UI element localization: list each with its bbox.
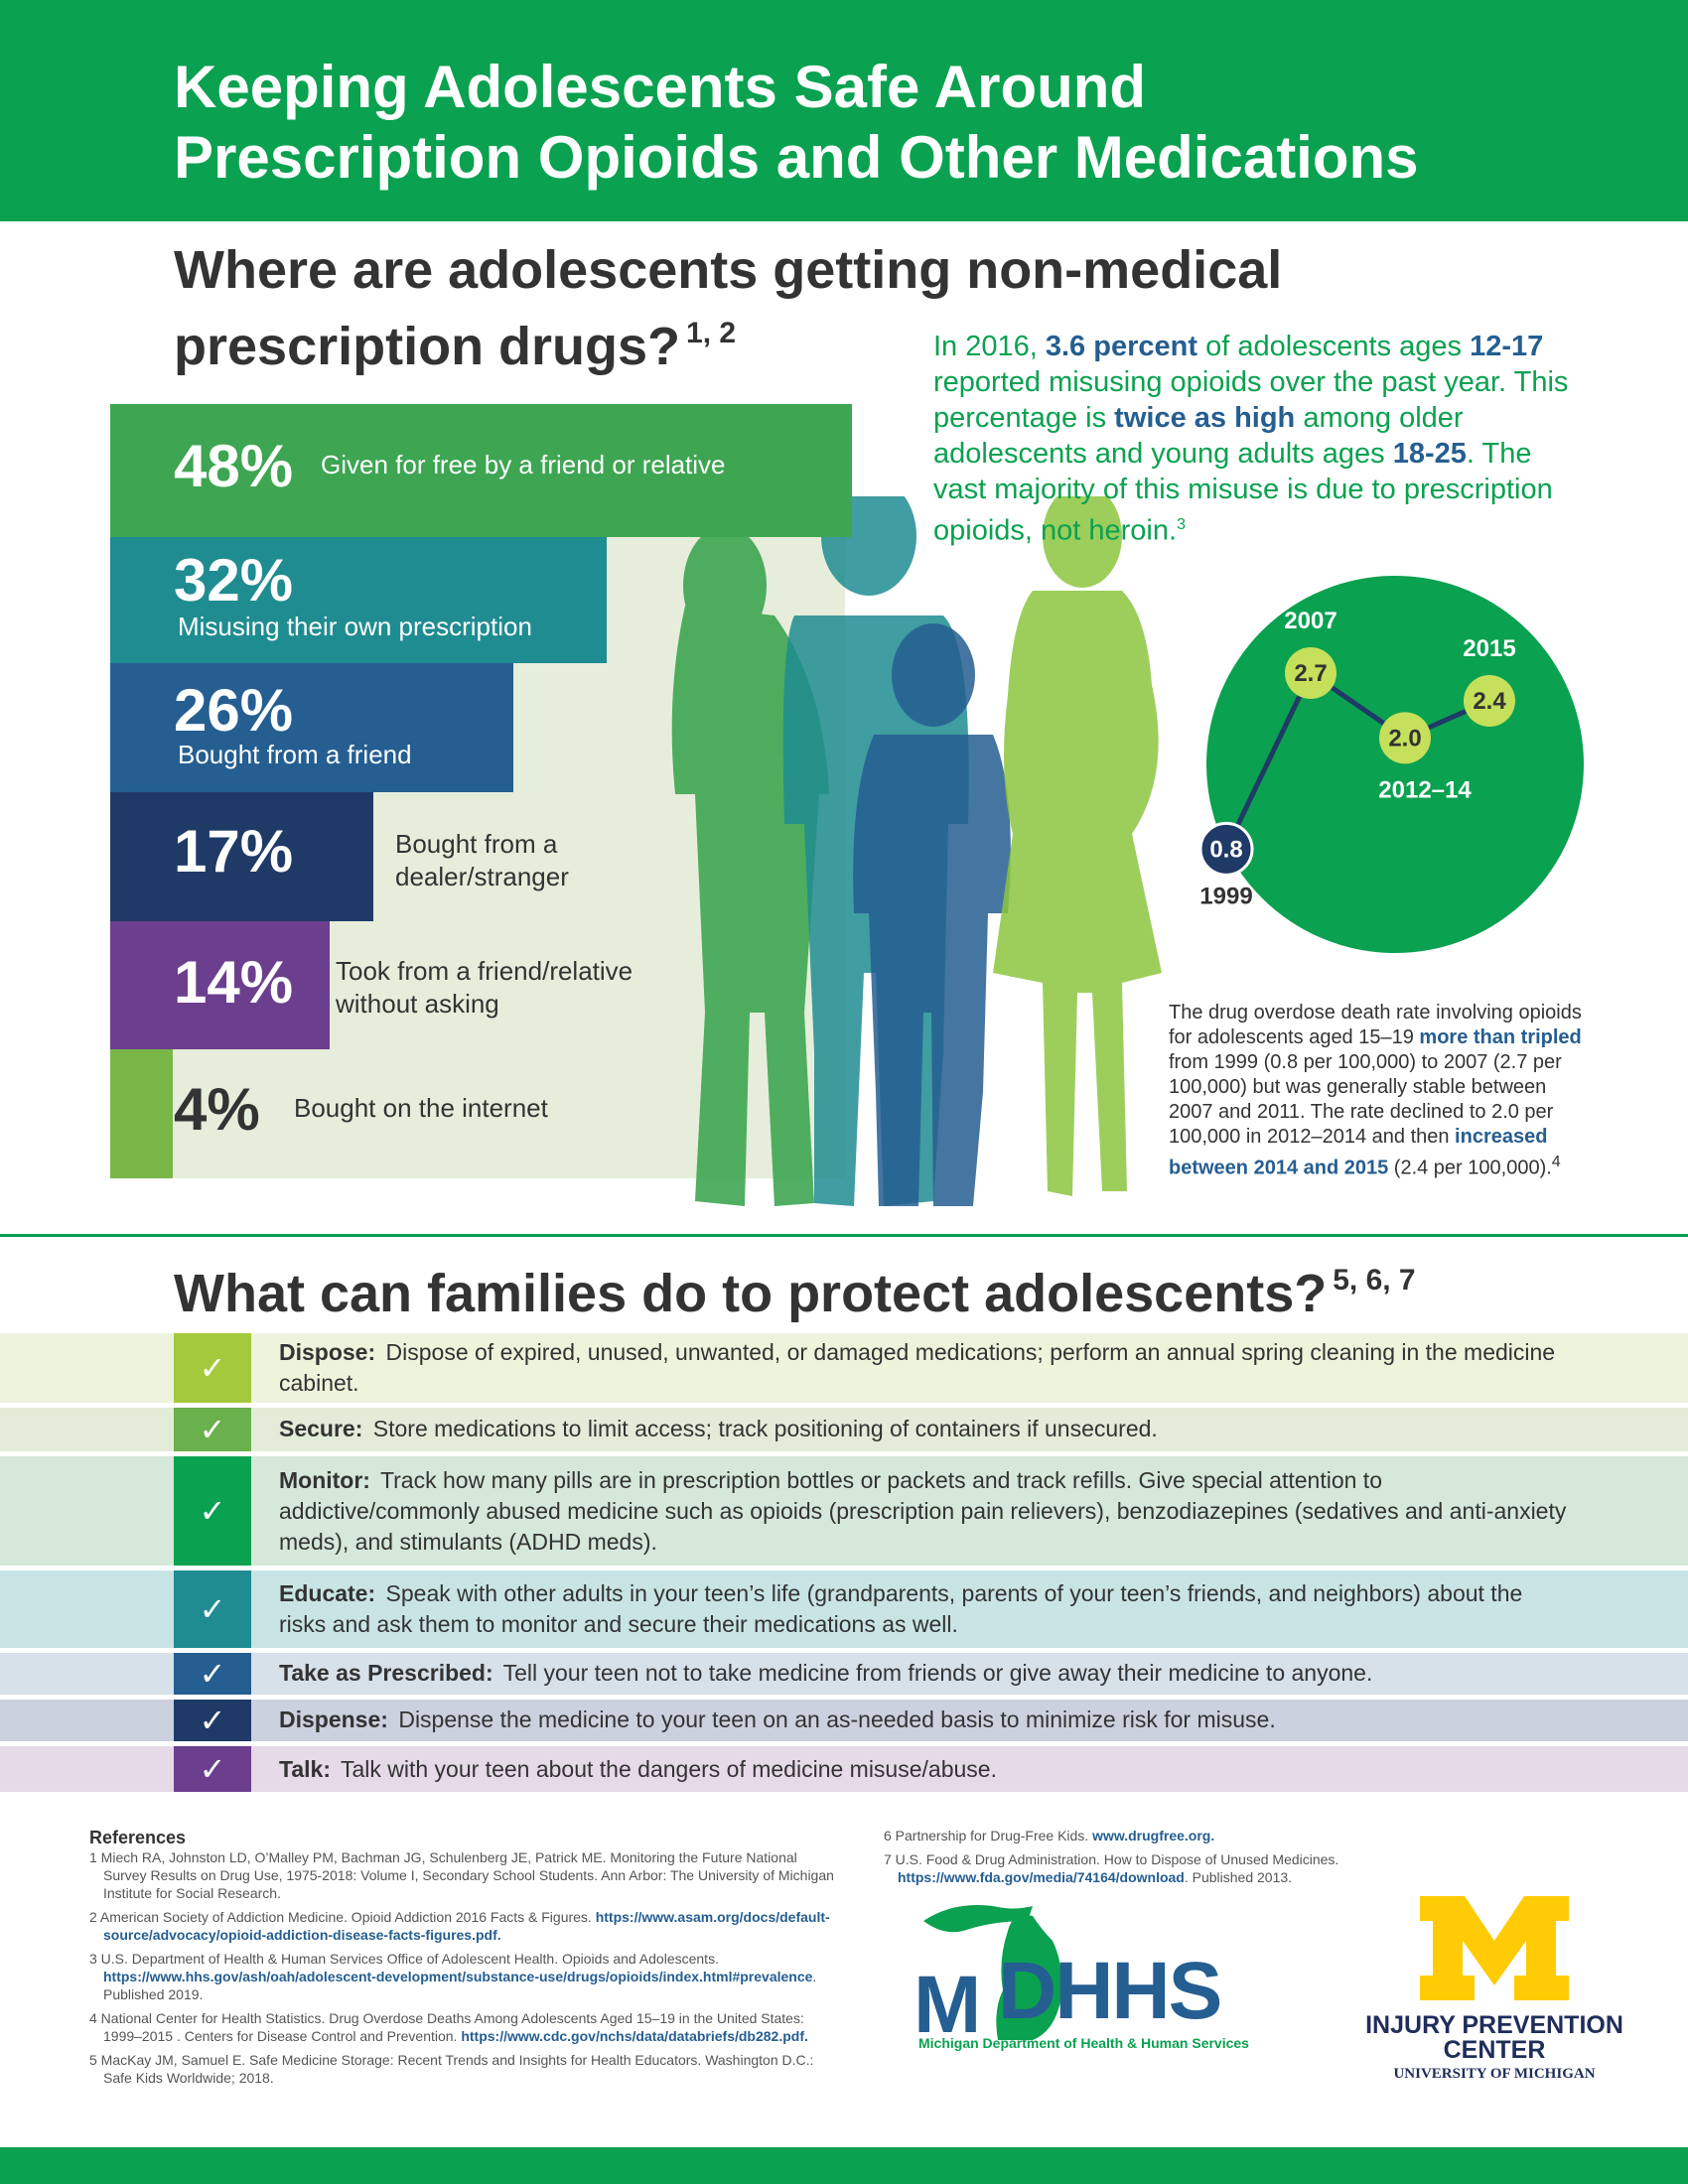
reference-item: 6 Partnership for Drug-Free Kids. www.dr… xyxy=(884,1828,1215,1843)
bar-bought-from-friend xyxy=(110,663,513,792)
bar-percent: 32% xyxy=(174,547,294,614)
action-row-take-as-prescribed xyxy=(0,1653,1688,1695)
bar-percent: 4% xyxy=(174,1076,260,1143)
bar-free-from-friend xyxy=(110,404,852,537)
overdose-rate-line-chart: 0.8 1999 2.7 2007 2.0 2012–14 2.4 2015 xyxy=(1198,608,1516,909)
section-divider xyxy=(0,1234,1688,1237)
check-icon: ✓ xyxy=(174,1408,251,1451)
sources-heading-refs: 1, 2 xyxy=(686,317,737,349)
action-text-secure: Secure: Store medications to limit acces… xyxy=(279,1416,1158,1441)
chart-description: The drug overdose death rate involving o… xyxy=(1169,1002,1582,1179)
bar-percent: 26% xyxy=(174,677,294,744)
check-icon: ✓ xyxy=(174,1700,251,1741)
chart-point-label: 2012–14 xyxy=(1378,776,1472,803)
chart-point xyxy=(1285,647,1336,699)
chart-point xyxy=(1464,675,1515,727)
reference-link[interactable]: https://www.asam.org/docs/default-source… xyxy=(103,1909,830,1943)
university-of-michigan-text: UNIVERSITY OF MICHIGAN xyxy=(1393,2066,1596,2082)
action-row-monitor xyxy=(0,1456,1688,1566)
reference-link[interactable]: www.drugfree.org. xyxy=(1092,1828,1215,1843)
bar-dealer-stranger xyxy=(110,792,373,921)
reference-link[interactable]: https://www.cdc.gov/nchs/data/databriefs… xyxy=(461,2028,808,2044)
action-row-secure xyxy=(0,1408,1688,1451)
check-icon: ✓ xyxy=(174,1746,251,1792)
actions-heading: What can families do to protect adolesce… xyxy=(174,1264,1416,1323)
action-text-monitor: Monitor: Track how many pills are in pre… xyxy=(279,1467,1567,1555)
bar-label: Took from a friend/relative without aski… xyxy=(336,956,633,1019)
chart-point-value: 0.8 xyxy=(1209,836,1242,863)
action-text-educate: Educate: Speak with other adults in your… xyxy=(279,1580,1523,1637)
reference-item: 5 MacKay JM, Samuel E. Safe Medicine Sto… xyxy=(89,2052,814,2086)
action-text-dispose: Dispose: Dispose of expired, unused, unw… xyxy=(279,1339,1556,1396)
check-icon: ✓ xyxy=(174,1570,251,1648)
michigan-upper-peninsula-icon xyxy=(923,1905,1033,1933)
silhouette-girl-right xyxy=(993,496,1162,1196)
chart-point-value: 2.0 xyxy=(1388,725,1421,751)
actions-heading-refs: 5, 6, 7 xyxy=(1333,1264,1416,1297)
chart-point-label: 1999 xyxy=(1199,883,1252,909)
references-heading: References xyxy=(89,1828,187,1847)
university-of-michigan-block-m-logo xyxy=(1420,1896,1569,2000)
references-left: References 1 Miech RA, Johnston LD, O’Ma… xyxy=(89,1827,844,2093)
header-banner: Keeping Adolescents Safe Around Prescrip… xyxy=(0,0,1688,221)
chart-point xyxy=(1198,821,1254,877)
page-title: Keeping Adolescents Safe Around Prescrip… xyxy=(174,54,1419,191)
bar-internet xyxy=(110,1049,173,1178)
reference-item: 3 U.S. Department of Health & Human Serv… xyxy=(89,1951,817,2002)
action-row-dispense xyxy=(0,1700,1688,1741)
opioid-misuse-stat-text: In 2016, 3.6 percent of adolescents ages… xyxy=(933,331,1569,547)
bar-label: Misusing their own prescription xyxy=(178,612,532,641)
mdhhs-logo-text: DHHS xyxy=(998,1946,1222,2036)
bar-took-without-asking xyxy=(110,921,330,1049)
chart-series-line xyxy=(1223,669,1491,851)
action-text-dispense: Dispense: Dispense the medicine to your … xyxy=(279,1706,1276,1732)
reference-item: 7 U.S. Food & Drug Administration. How t… xyxy=(884,1851,1339,1885)
footer-bar xyxy=(0,2147,1688,2184)
bar-label: Bought on the internet xyxy=(294,1093,548,1123)
reference-item: 2 American Society of Addiction Medicine… xyxy=(89,1909,830,1943)
people-silhouettes-illustration xyxy=(671,496,1162,1206)
action-text-talk: Talk: Talk with your teen about the dang… xyxy=(279,1756,997,1782)
chart-point-value: 2.4 xyxy=(1473,688,1506,715)
chart-point-label: 2007 xyxy=(1284,608,1336,634)
sources-heading: Where are adolescents getting non-medica… xyxy=(174,240,1283,376)
silhouette-boy xyxy=(853,623,1011,1206)
reference-item: 4 National Center for Health Statistics.… xyxy=(89,2010,808,2044)
michigan-lower-peninsula-icon xyxy=(996,1915,1062,2040)
injury-prevention-center-logo-text: INJURY PREVENTION CENTER xyxy=(1365,2011,1623,2064)
check-icon: ✓ xyxy=(174,1333,251,1403)
reference-link[interactable]: https://www.hhs.gov/ash/oah/adolescent-d… xyxy=(103,1969,813,1984)
mdhhs-logo-subtitle: Michigan Department of Health & Human Se… xyxy=(918,2035,1249,2051)
bar-percent: 14% xyxy=(174,949,294,1016)
bar-label: Bought from a friend xyxy=(178,740,412,769)
action-row-dispose xyxy=(0,1333,1688,1403)
bar-label: Given for free by a friend or relative xyxy=(321,450,726,479)
action-row-talk xyxy=(0,1746,1688,1792)
check-icon: ✓ xyxy=(174,1456,251,1566)
action-text-take-as-prescribed: Take as Prescribed: Tell your teen not t… xyxy=(279,1660,1373,1686)
action-row-educate xyxy=(0,1570,1688,1648)
bar-own-prescription xyxy=(110,537,607,663)
bar-percent: 17% xyxy=(174,818,294,885)
check-icon: ✓ xyxy=(174,1653,251,1695)
chart-point-label: 2015 xyxy=(1463,635,1515,662)
bar-percent: 48% xyxy=(174,433,294,499)
chart-point-value: 2.7 xyxy=(1294,660,1327,687)
reference-item: 1 Miech RA, Johnston LD, O’Malley PM, Ba… xyxy=(89,1849,834,1901)
michigan-map-logo: M xyxy=(914,1905,1062,2050)
bar-label: Bought from a dealer/stranger xyxy=(395,829,569,891)
reference-link[interactable]: https://www.fda.gov/media/74164/download xyxy=(898,1869,1185,1885)
mdhhs-m-letter: M xyxy=(914,1960,981,2050)
references-right: 6 Partnership for Drug-Free Kids. www.dr… xyxy=(884,1827,1628,1892)
chart-point xyxy=(1379,712,1431,764)
